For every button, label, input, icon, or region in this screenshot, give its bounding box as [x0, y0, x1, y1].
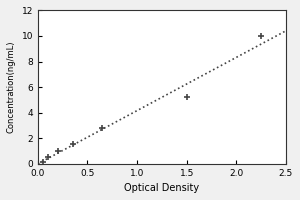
Y-axis label: Concentration(ng/mL): Concentration(ng/mL): [7, 41, 16, 133]
X-axis label: Optical Density: Optical Density: [124, 183, 200, 193]
